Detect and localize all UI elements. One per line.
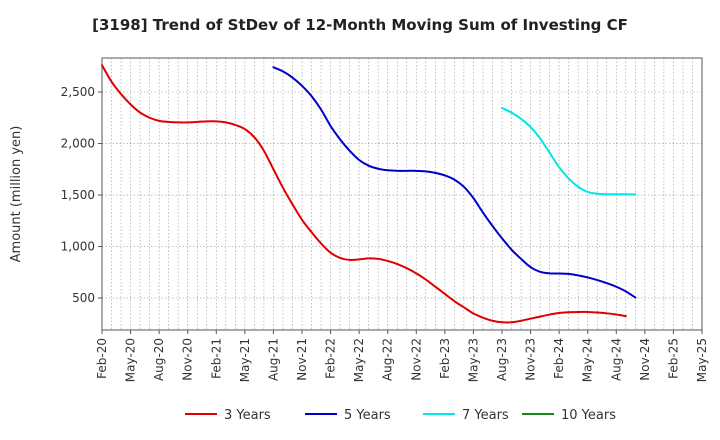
x-tick-label: Nov-22 [409,338,423,381]
series-line-3-years [101,64,627,324]
y-axis: 500 1,000 1,500 2,000 2,500 [61,85,102,305]
x-tick-label: Feb-23 [438,338,452,379]
x-tick-label: Feb-20 [95,338,109,379]
legend-label: 5 Years [344,408,391,423]
legend: 3 Years 5 Years 7 Years 10 Years [185,408,616,423]
legend-label: 3 Years [224,408,271,423]
x-tick-label: Feb-25 [666,338,680,379]
x-tick-label: Nov-23 [524,338,538,381]
legend-label: 7 Years [462,408,509,423]
y-axis-label: Amount (million yen) [9,126,24,263]
x-tick-label: May-25 [695,338,709,382]
series-line-7-years [501,106,637,196]
x-tick-label: Nov-21 [295,338,309,381]
series-line-5-years [272,66,637,299]
series-lines [101,64,637,324]
x-tick-label: Aug-21 [266,338,280,381]
x-tick-label: May-24 [581,338,595,382]
y-tick-label: 1,500 [61,188,95,202]
x-tick-label: May-22 [352,338,366,382]
y-tick-label: 1,000 [61,240,95,254]
plot-frame [101,57,703,331]
legend-label: 10 Years [561,408,616,423]
chart-title: [3198] Trend of StDev of 12-Month Moving… [92,16,628,34]
x-tick-label: Aug-24 [609,338,623,381]
x-tick-label: Nov-24 [638,338,652,381]
y-tick-label: 500 [72,291,95,305]
x-tick-label: Nov-20 [181,338,195,381]
x-tick-label: Feb-22 [324,338,338,379]
x-tick-label: Feb-24 [552,338,566,379]
y-tick-label: 2,500 [61,85,95,99]
x-tick-label: Feb-21 [209,338,223,379]
x-tick-label: Aug-20 [152,338,166,381]
x-tick-label: Aug-22 [381,338,395,381]
x-tick-label: May-20 [124,338,138,382]
y-tick-label: 2,000 [61,137,95,151]
x-tick-label: May-23 [466,338,480,382]
x-tick-label: May-21 [238,338,252,382]
x-axis: Feb-20 May-20 Aug-20 Nov-20 Feb-21 May-21 Aug-… [95,330,709,382]
x-tick-label: Aug-23 [495,338,509,381]
